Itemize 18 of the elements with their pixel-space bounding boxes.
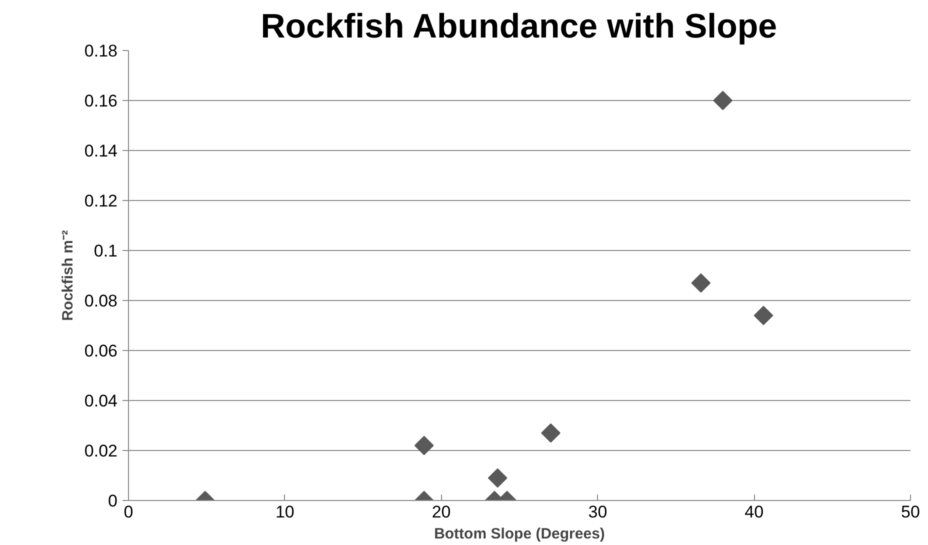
y-tick-label: 0.02	[84, 442, 118, 460]
y-axis-title: Rockfish m⁻²	[59, 230, 76, 321]
chart-title: Rockfish Abundance with Slope	[260, 8, 778, 46]
y-tick-label: 0.14	[84, 142, 118, 160]
x-tick-label: 30	[588, 502, 608, 522]
x-axis-title: Bottom Slope (Degrees)	[434, 526, 605, 542]
y-tick-label: 0.04	[84, 392, 118, 410]
y-tick-label: 0.18	[84, 42, 118, 60]
x-tick-label: 10	[275, 502, 294, 522]
y-tick-label: 0.1	[94, 242, 118, 260]
x-tick-label: 0	[124, 502, 134, 522]
x-tick-label: 50	[901, 502, 920, 522]
x-tick-label: 40	[744, 502, 764, 522]
y-tick-label: 0.08	[84, 292, 118, 310]
y-tick-label: 0.16	[84, 92, 118, 110]
y-tick-label: 0.06	[84, 342, 118, 360]
y-tick-label: 0.12	[84, 192, 118, 210]
x-tick-label: 20	[432, 502, 451, 522]
